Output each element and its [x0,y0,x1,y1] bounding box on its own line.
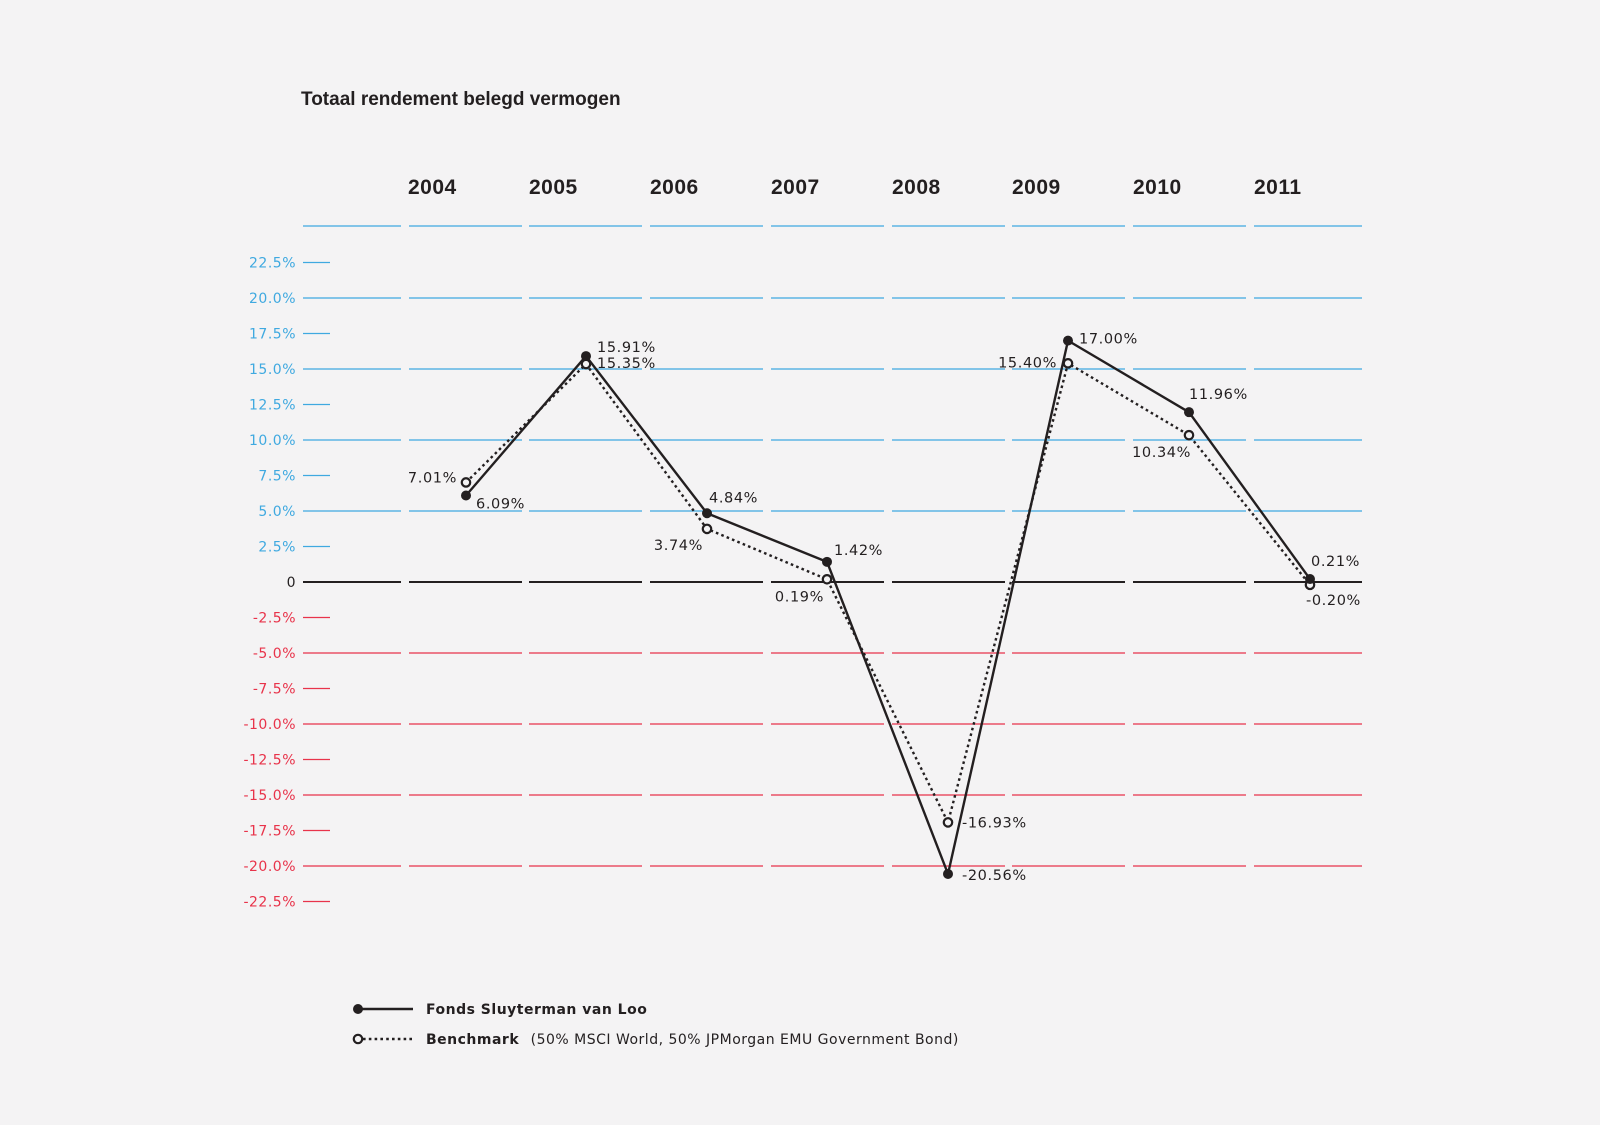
benchmark-point-2006 [701,523,713,535]
data-labels: 6.09% 15.91% 4.84% 1.42% -20.56% 17.00% 11.96%… [408,332,1361,884]
y-tick-label: -5.0% [253,646,296,662]
series-lines [460,335,1316,879]
y-tick-label: -17.5% [243,824,296,840]
y-tick-label: 0 [287,575,296,591]
legend-label-benchmark-detail: (50% MSCI World, 50% JPMorgan EMU Govern… [531,1032,959,1048]
legend-swatch-fund-marker [353,1004,363,1014]
y-tick-label: 7.5% [258,469,296,485]
x-axis-year-labels: 2004 2005 2006 2007 2008 2009 2010 2011 [408,176,1302,199]
series-line-benchmark [465,362,1311,824]
legend-label-benchmark-name: Benchmark [426,1032,519,1048]
benchmark-data-label-2009: 15.40% [998,355,1057,371]
x-tick-label-2009: 2009 [1012,176,1061,199]
benchmark-data-label-2011: -0.20% [1306,593,1361,609]
legend-item-benchmark: Benchmark (50% MSCI World, 50% JPMorgan … [352,1031,959,1048]
fund-data-label-2006: 4.84% [709,490,758,506]
x-tick-label-2011: 2011 [1254,176,1302,199]
benchmark-point-2007 [821,574,833,585]
fund-point-2010 [1184,407,1194,418]
y-tick-label: 15.0% [249,362,296,378]
benchmark-data-label-2010: 10.34% [1132,445,1191,461]
y-tick-label: -10.0% [243,717,296,733]
x-tick-label-2010: 2010 [1133,176,1182,199]
fund-point-2007 [822,556,832,567]
benchmark-data-label-2006: 3.74% [654,538,703,554]
y-tick-label: -12.5% [243,753,296,769]
y-tick-label: 12.5% [249,398,296,414]
fund-data-label-2004: 6.09% [476,497,525,513]
chart-title: Totaal rendement belegd vermogen [301,89,621,110]
y-tick-label: 20.0% [249,291,296,307]
benchmark-point-2010 [1183,429,1195,441]
fund-point-2006 [702,508,712,519]
benchmark-data-label-2007: 0.19% [775,589,824,605]
fund-data-label-2007: 1.42% [834,543,883,559]
y-tick-label: 22.5% [249,256,296,272]
legend: Fonds Sluyterman van Loo Benchmark (50% … [352,1002,959,1048]
benchmark-data-label-2008: -16.93% [962,815,1027,831]
x-tick-label-2008: 2008 [892,176,941,199]
y-tick-label: -20.0% [243,859,296,875]
grid-lines [303,225,1362,903]
fund-data-label-2005: 15.91% [597,340,656,356]
y-tick-label: -22.5% [243,895,296,911]
x-tick-label-2006: 2006 [650,176,699,199]
x-tick-label-2007: 2007 [771,176,820,199]
benchmark-point-2009 [1062,358,1074,369]
y-axis-ticks: 22.5% 20.0% 17.5% 15.0% 12.5% 10.0% 7.5% 5.0% 2.… [243,256,296,911]
y-tick-label: 10.0% [249,433,296,449]
y-tick-label: -7.5% [253,682,296,698]
fund-point-2008 [943,868,953,879]
benchmark-point-2004 [460,477,472,488]
legend-swatch-benchmark-marker [352,1033,364,1045]
y-tick-label: 2.5% [258,540,296,556]
benchmark-point-2005 [580,358,592,370]
series-line-fund [465,339,1311,876]
x-tick-label-2005: 2005 [529,176,578,199]
fund-data-label-2009: 17.00% [1079,332,1138,348]
y-tick-label: -2.5% [253,611,296,627]
benchmark-point-2008 [942,817,954,828]
legend-label-fund: Fonds Sluyterman van Loo [426,1002,647,1018]
fund-point-2004 [461,490,471,501]
fund-data-label-2011: 0.21% [1311,554,1360,570]
benchmark-data-label-2005: 15.35% [597,356,656,372]
fund-point-2005 [581,351,591,362]
y-tick-label: 5.0% [258,504,296,520]
fund-point-2011 [1305,574,1315,585]
benchmark-data-label-2004: 7.01% [408,470,457,486]
y-tick-label: 17.5% [249,327,296,343]
fund-data-label-2010: 11.96% [1189,387,1248,403]
fund-data-label-2008: -20.56% [962,868,1027,884]
fund-point-2009 [1063,335,1073,346]
y-tick-label: -15.0% [243,788,296,804]
legend-item-fund: Fonds Sluyterman van Loo [353,1002,647,1018]
legend-label-benchmark: Benchmark (50% MSCI World, 50% JPMorgan … [426,1031,959,1048]
x-tick-label-2004: 2004 [408,176,457,199]
